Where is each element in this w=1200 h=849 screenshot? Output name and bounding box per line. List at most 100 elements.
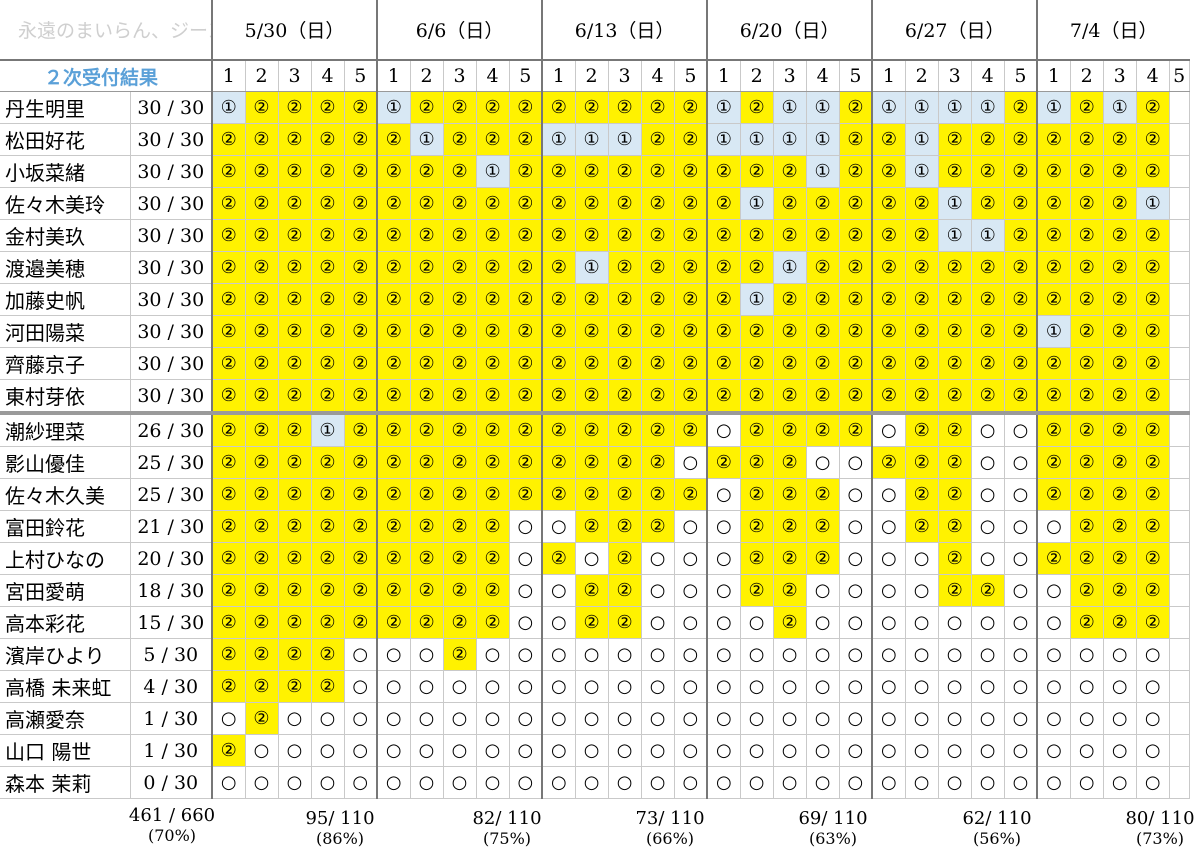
result-cell: ○ (839, 542, 874, 575)
member-count: 30 / 30 (130, 315, 213, 348)
result-cell: ① (707, 91, 741, 124)
result-cell: ② (245, 413, 279, 447)
result-cell: ② (1136, 574, 1170, 607)
result-cell: ② (443, 283, 477, 316)
member-row: 佐々木久美 25 / 30 ② ② ② ② ② ② ② ② ② ② ② ② ② ② ② ○ ② ② ② ○ ○ ② ② ○ ○ ② ② ②… (0, 478, 1190, 511)
result-cell: ② (509, 347, 544, 380)
result-cell: ② (443, 187, 477, 220)
result-cell: ② (905, 478, 939, 511)
result-cell: ○ (1037, 510, 1071, 543)
result-cell: ② (641, 446, 675, 479)
day-total-value: 69/ 110 (798, 808, 868, 829)
result-cell: ② (839, 347, 874, 380)
result-cell: ② (443, 413, 477, 447)
result-cell: ② (245, 446, 279, 479)
result-cell: ② (839, 413, 874, 447)
result-cell: ○ (1004, 446, 1039, 479)
result-cell: ② (1004, 347, 1039, 380)
result-cell: ○ (806, 734, 840, 767)
member-count: 15 / 30 (130, 606, 213, 639)
member-row: 富田鈴花 21 / 30 ② ② ② ② ② ② ② ② ② ○ ○ ② ② ② ○ ○ ② ② ② ○ ○ ② ② ○ ○ ○ ② ② ② (0, 510, 1190, 543)
result-cell: ② (1037, 251, 1071, 284)
result-cell: ① (806, 155, 840, 188)
member-row: 丹生明里 30 / 30 ① ② ② ② ② ① ② ② ② ② ② ② ② ② ② ① ② ① ① ② ① ① ① ① ② ① ② ① ② (0, 91, 1190, 124)
result-cell: ② (575, 219, 609, 252)
member-row: 松田好花 30 / 30 ② ② ② ② ② ② ① ② ② ② ① ① ① ② ② ① ① ① ① ② ② ① ② ② ② ② ② ② ② (0, 123, 1190, 156)
result-cell: ② (443, 315, 477, 348)
result-cell: ○ (773, 702, 807, 735)
result-cell: ② (410, 606, 444, 639)
result-cell: ○ (1004, 510, 1039, 543)
result-cell: ② (1070, 542, 1104, 575)
result-cell: ② (443, 638, 477, 671)
result-cell: ○ (839, 766, 874, 799)
result-cell: ② (641, 123, 675, 156)
result-cell: ① (773, 251, 807, 284)
result-cell: ② (278, 187, 312, 220)
result-cell: ② (344, 315, 379, 348)
member-row: 宮田愛萌 18 / 30 ② ② ② ② ② ② ② ② ② ○ ○ ② ② ○ ○ ○ ② ② ○ ○ ○ ○ ② ② ○ ○ ② ② ② (0, 574, 1190, 607)
result-cell: ② (443, 251, 477, 284)
day-total-percent: (75%) (482, 829, 532, 848)
member-name: 森本 茉莉 (0, 766, 131, 799)
result-cell: ② (1037, 187, 1071, 220)
result-cell: ○ (938, 638, 972, 671)
result-cell: ○ (707, 606, 741, 639)
result-cell: ○ (641, 542, 675, 575)
member-row: 影山優佳 25 / 30 ② ② ② ② ② ② ② ② ② ② ② ② ② ② ○ ② ② ② ○ ○ ② ② ② ○ ○ ② ② ② ② (0, 446, 1190, 479)
result-cell: ② (410, 219, 444, 252)
slot-number: 2 (575, 60, 609, 92)
result-cell: ② (542, 542, 576, 575)
result-cell: ② (839, 379, 874, 415)
result-cell: ② (1037, 219, 1071, 252)
result-cell: ○ (443, 734, 477, 767)
result-cell: ② (1103, 251, 1137, 284)
result-cell: ② (641, 379, 675, 415)
result-cell: ○ (1037, 574, 1071, 607)
member-row: 渡邉美穂 30 / 30 ② ② ② ② ② ② ② ② ② ② ② ① ② ② ② ② ② ① ② ② ② ② ② ② ② ② ② ② ② (0, 251, 1190, 284)
result-cell: ② (278, 219, 312, 252)
result-cell: ○ (674, 734, 709, 767)
result-cell: ② (707, 315, 741, 348)
result-cell: ② (443, 478, 477, 511)
result-cell: ○ (1004, 638, 1039, 671)
result-cell: ① (740, 187, 774, 220)
result-cell-partial (1169, 251, 1190, 284)
result-cell: ② (806, 413, 840, 447)
result-cell: ○ (971, 638, 1005, 671)
result-cell: ② (542, 219, 576, 252)
result-cell: ○ (872, 606, 906, 639)
day-total-value: 62/ 110 (962, 808, 1032, 829)
result-cell: ② (278, 446, 312, 479)
result-cell: ○ (806, 638, 840, 671)
result-cell: ② (377, 315, 411, 348)
result-cell: ② (212, 510, 246, 543)
result-cell: ② (575, 510, 609, 543)
result-cell: ① (740, 123, 774, 156)
member-row: 上村ひなの 20 / 30 ② ② ② ② ② ② ② ② ② ○ ② ○ ② ○ ○ ○ ② ② ② ○ ○ ○ ② ○ ○ ② ② ②… (0, 542, 1190, 575)
result-cell: ② (905, 283, 939, 316)
result-cell: ② (641, 219, 675, 252)
result-cell: ② (740, 446, 774, 479)
result-cell: ○ (872, 542, 906, 575)
day-total: 73/ 110 (66%) (610, 809, 730, 849)
result-cell: ○ (344, 766, 379, 799)
result-cell: ② (608, 251, 642, 284)
result-cell: ○ (1070, 670, 1104, 703)
result-cell: ② (1103, 219, 1137, 252)
result-cell: ○ (1037, 702, 1071, 735)
result-cell: ② (1103, 542, 1137, 575)
result-cell: ② (707, 347, 741, 380)
result-cell: ○ (674, 510, 709, 543)
result-cell: ② (377, 347, 411, 380)
result-cell: ② (575, 446, 609, 479)
result-cell: ○ (971, 670, 1005, 703)
result-cell: ○ (377, 702, 411, 735)
result-cell: ② (1136, 315, 1170, 348)
day-total: 95/ 110 (86%) (280, 809, 400, 849)
result-cell: ○ (740, 766, 774, 799)
result-cell: ○ (476, 734, 510, 767)
member-count: 0 / 30 (130, 766, 213, 799)
result-cell: ② (245, 155, 279, 188)
result-cell: ○ (1037, 606, 1071, 639)
